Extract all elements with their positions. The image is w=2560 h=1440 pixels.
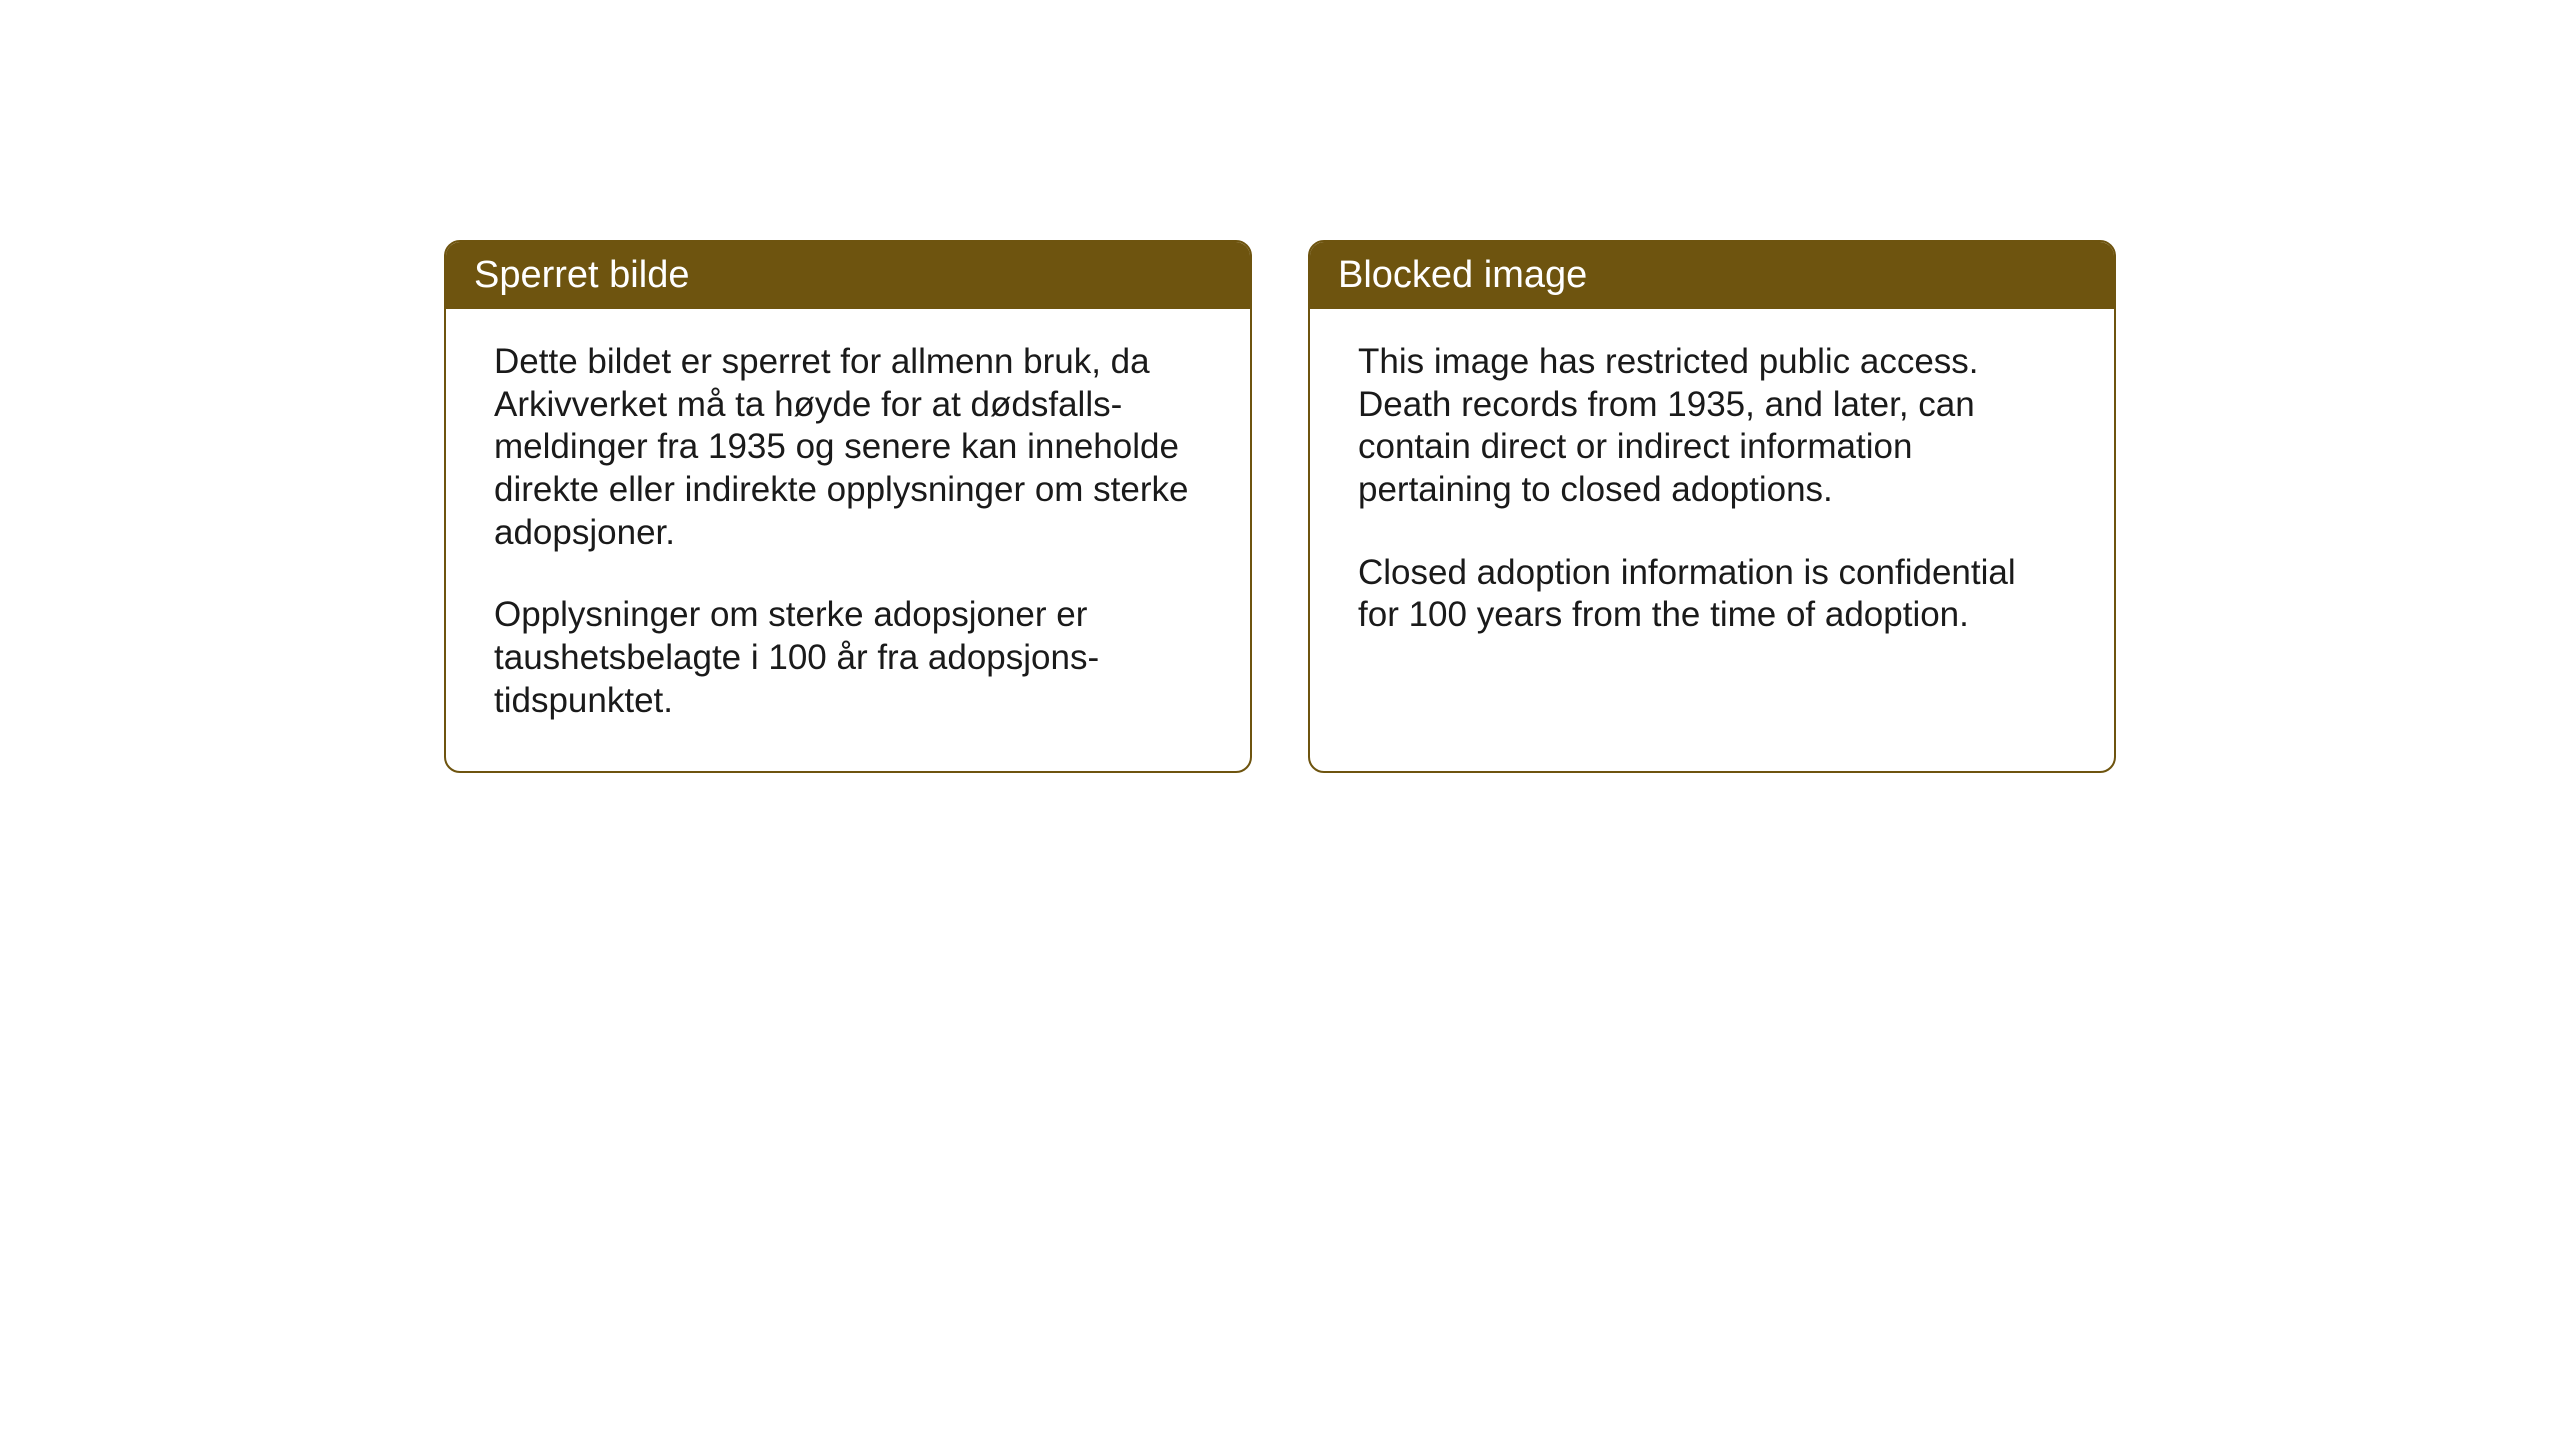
norwegian-card-title: Sperret bilde [446, 242, 1250, 309]
english-card-title: Blocked image [1310, 242, 2114, 309]
notice-container: Sperret bilde Dette bildet er sperret fo… [444, 240, 2116, 773]
english-card-body: This image has restricted public access.… [1310, 309, 2114, 685]
norwegian-paragraph-1: Dette bildet er sperret for allmenn bruk… [494, 341, 1202, 554]
english-paragraph-2: Closed adoption information is confident… [1358, 552, 2066, 637]
norwegian-card-body: Dette bildet er sperret for allmenn bruk… [446, 309, 1250, 771]
norwegian-notice-card: Sperret bilde Dette bildet er sperret fo… [444, 240, 1252, 773]
english-paragraph-1: This image has restricted public access.… [1358, 341, 2066, 512]
english-notice-card: Blocked image This image has restricted … [1308, 240, 2116, 773]
norwegian-paragraph-2: Opplysninger om sterke adopsjoner er tau… [494, 594, 1202, 722]
